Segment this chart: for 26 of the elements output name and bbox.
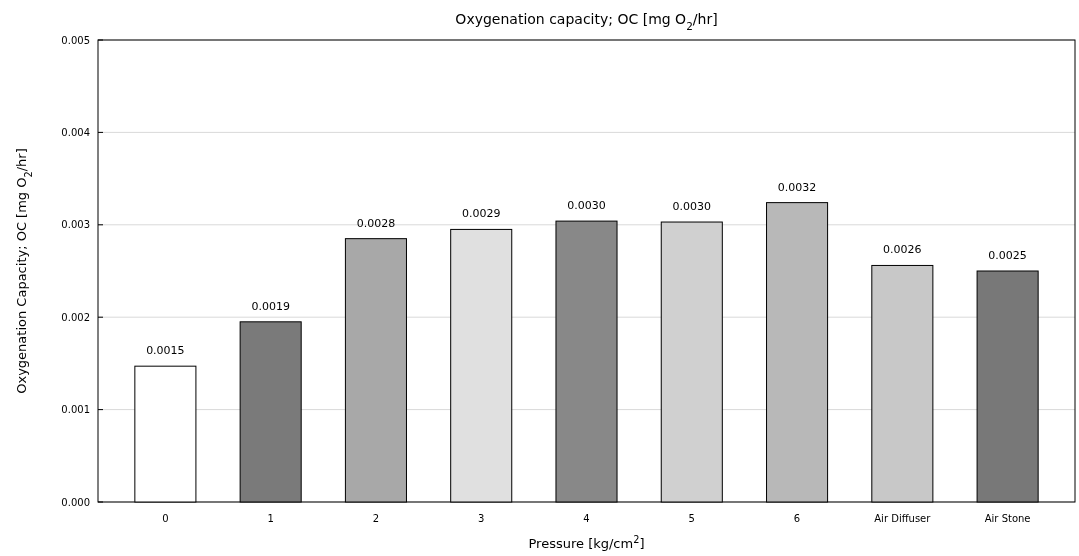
data-label: 0.0026 <box>883 243 922 257</box>
y-tick-label: 0.004 <box>61 126 90 138</box>
data-label: 0.0030 <box>567 199 606 213</box>
y-tick-label: 0.003 <box>61 219 90 231</box>
x-tick-label: 2 <box>372 513 380 524</box>
x-axis-title: Pressure [kg/cm$^{2}$] <box>528 533 645 551</box>
chart-title: Oxygenation capacity; OC [mg O$_{2}$/hr] <box>455 11 718 32</box>
x-tick-label: 0 <box>162 513 169 524</box>
data-label: 0.0030 <box>672 200 712 214</box>
data-label: 0.0019 <box>251 299 290 313</box>
y-tick-label: 0.005 <box>61 34 90 46</box>
x-tick-label: 4 <box>583 513 590 524</box>
y-tick-label: 0.000 <box>61 496 90 508</box>
data-label: 0.0032 <box>777 180 817 194</box>
data-label: 0.0028 <box>356 216 396 230</box>
x-tick-label: 6 <box>793 513 801 524</box>
data-label: 0.0025 <box>988 249 1027 262</box>
y-tick-label: 0.002 <box>61 311 90 323</box>
x-tick-label: 5 <box>688 513 695 524</box>
x-tick-label: Air Stone <box>984 513 1031 524</box>
y-tick-label: 0.001 <box>61 404 90 416</box>
data-label: 0.0015 <box>146 344 185 358</box>
x-tick-label: 1 <box>267 513 274 524</box>
data-label: 0.0029 <box>461 207 501 221</box>
x-tick-label: 3 <box>478 513 485 524</box>
x-tick-label: Air Diffuser <box>874 513 932 524</box>
